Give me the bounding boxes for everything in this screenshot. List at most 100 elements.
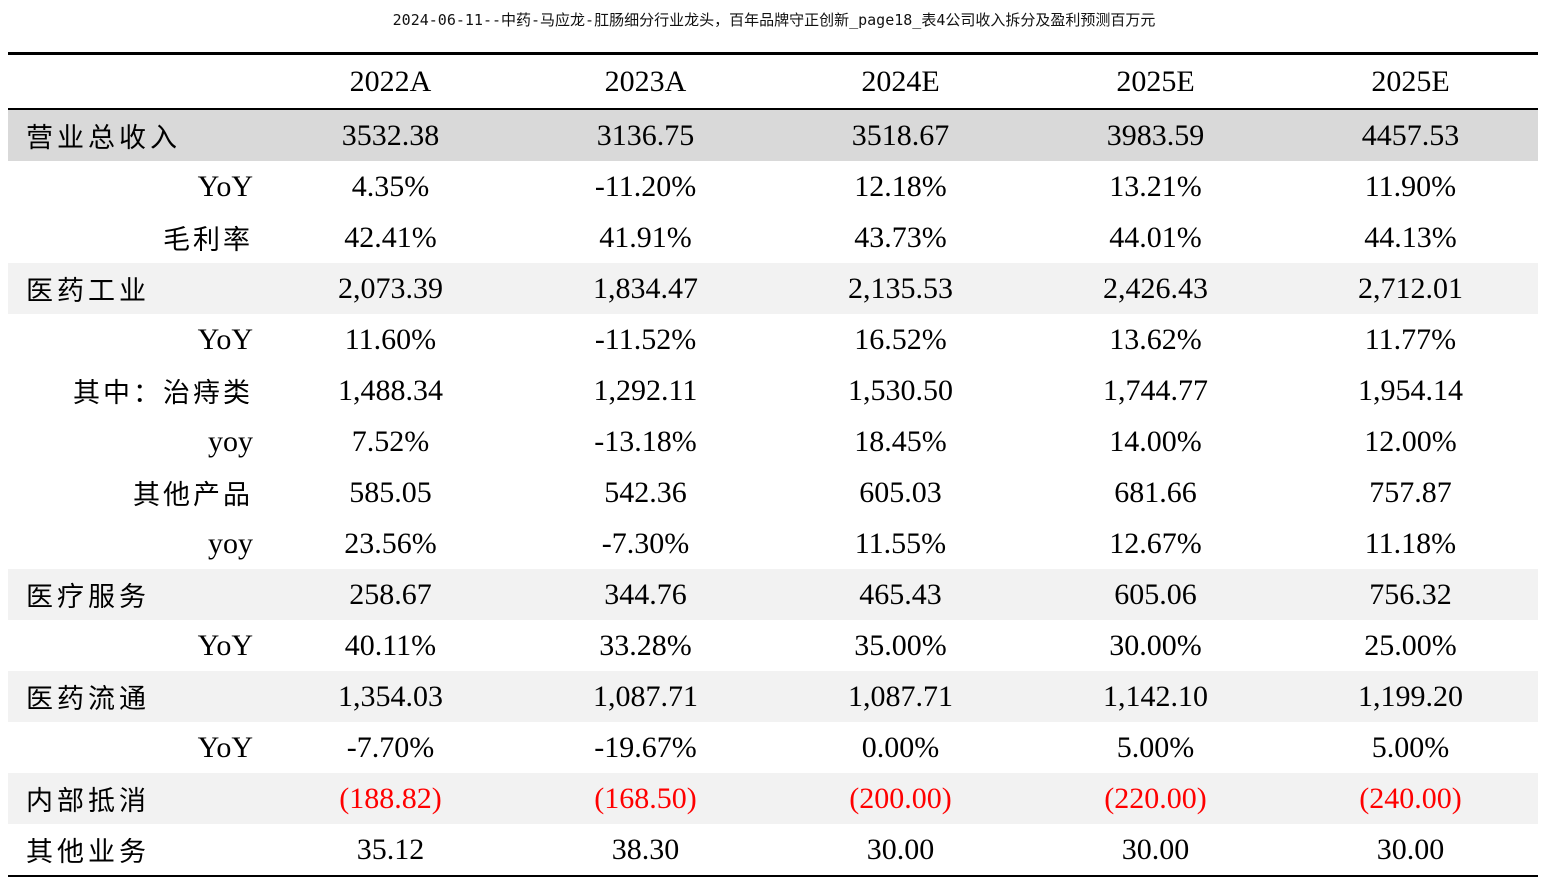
table-cell: 3518.67 <box>851 118 950 152</box>
table-cell: 11.60% <box>344 322 437 356</box>
table-cell: 1,954.14 <box>1358 373 1463 407</box>
table-cell: 681.66 <box>1114 475 1197 509</box>
row-label: 其他业务 <box>26 837 150 868</box>
row-label: 医药工业 <box>26 276 150 307</box>
table-cell: 44.13% <box>1364 220 1457 254</box>
table-row-gross-margin: 毛利率 42.41% 41.91% 43.73% 44.01% 44.13% <box>8 212 1538 263</box>
table-cell-negative: (240.00) <box>1359 781 1462 815</box>
table-cell: 12.67% <box>1109 526 1202 560</box>
table-cell: 4457.53 <box>1361 118 1460 152</box>
row-label: YoY <box>197 169 253 203</box>
table-cell: 12.00% <box>1364 424 1457 458</box>
table-row-pharma-distribution: 医药流通 1,354.03 1,087.71 1,087.71 1,142.10… <box>8 671 1538 722</box>
table-cell: 25.00% <box>1364 628 1457 662</box>
header-year-2025e-second: 2025E <box>1371 64 1450 98</box>
table-cell: 605.03 <box>859 475 942 509</box>
row-label: yoy <box>208 526 253 560</box>
row-label: YoY <box>197 628 253 662</box>
table-cell: 2,073.39 <box>338 271 443 305</box>
table-cell: 2,712.01 <box>1358 271 1463 305</box>
table-cell: 13.62% <box>1109 322 1202 356</box>
table-cell-negative: (220.00) <box>1104 781 1207 815</box>
table-header-row: 2022A 2023A 2024E 2025E 2025E <box>8 55 1538 108</box>
header-year-2025e: 2025E <box>1116 64 1195 98</box>
table-cell: -13.18% <box>594 424 697 458</box>
table-cell: 3136.75 <box>596 118 695 152</box>
row-label: 内部抵消 <box>26 786 150 817</box>
table-row-other-products: 其他产品 585.05 542.36 605.03 681.66 757.87 <box>8 467 1538 518</box>
table-cell: 757.87 <box>1369 475 1452 509</box>
table-cell: 11.55% <box>854 526 947 560</box>
table-cell: 16.52% <box>854 322 947 356</box>
table-cell: 42.41% <box>344 220 437 254</box>
table-cell: 30.00 <box>1121 832 1190 866</box>
table-cell: 11.90% <box>1364 169 1457 203</box>
table-cell: 2,135.53 <box>848 271 953 305</box>
table-cell: 18.45% <box>854 424 947 458</box>
table-row-hemorrhoid-products: 其中：治痔类 1,488.34 1,292.11 1,530.50 1,744.… <box>8 365 1538 416</box>
header-year-2022a: 2022A <box>349 64 432 98</box>
table-cell: 1,199.20 <box>1358 679 1463 713</box>
table-cell: 585.05 <box>349 475 432 509</box>
table-cell-negative: (168.50) <box>594 781 697 815</box>
table-cell: 35.00% <box>854 628 947 662</box>
table-cell: 258.67 <box>349 577 432 611</box>
table-cell: 35.12 <box>356 832 425 866</box>
table-cell: 7.52% <box>351 424 430 458</box>
table-header-rule <box>8 108 1538 110</box>
table-cell: 1,354.03 <box>338 679 443 713</box>
row-label: 营业总收入 <box>26 123 181 154</box>
table-row-total-revenue-yoy: YoY 4.35% -11.20% 12.18% 13.21% 11.90% <box>8 161 1538 212</box>
table-row-other-products-yoy: yoy 23.56% -7.30% 11.55% 12.67% 11.18% <box>8 518 1538 569</box>
table-cell: 542.36 <box>604 475 687 509</box>
table-cell-negative: (200.00) <box>849 781 952 815</box>
table-cell: -11.20% <box>594 169 697 203</box>
table-cell: 1,488.34 <box>338 373 443 407</box>
table-row-internal-elimination: 内部抵消 (188.82) (168.50) (200.00) (220.00)… <box>8 773 1538 824</box>
table-cell: 605.06 <box>1114 577 1197 611</box>
table-cell: 13.21% <box>1109 169 1202 203</box>
table-cell: -7.70% <box>346 730 435 764</box>
table-cell: 5.00% <box>1116 730 1195 764</box>
table-row-pharma-industry-yoy: YoY 11.60% -11.52% 16.52% 13.62% 11.77% <box>8 314 1538 365</box>
table-cell: 3983.59 <box>1106 118 1205 152</box>
table-cell: 1,087.71 <box>848 679 953 713</box>
table-cell: -19.67% <box>594 730 697 764</box>
row-label: 医疗服务 <box>26 582 150 613</box>
table-cell: 0.00% <box>861 730 940 764</box>
row-label: YoY <box>197 322 253 356</box>
table-row-medical-services: 医疗服务 258.67 344.76 465.43 605.06 756.32 <box>8 569 1538 620</box>
table-cell: 30.00 <box>1376 832 1445 866</box>
table-cell: 4.35% <box>351 169 430 203</box>
table-row-total-revenue: 营业总收入 3532.38 3136.75 3518.67 3983.59 44… <box>8 110 1538 161</box>
table-cell: 38.30 <box>611 832 680 866</box>
row-label: 毛利率 <box>163 225 253 256</box>
table-cell: 3532.38 <box>341 118 440 152</box>
table-cell: 5.00% <box>1371 730 1450 764</box>
table-cell: 40.11% <box>344 628 437 662</box>
table-cell: 11.77% <box>1364 322 1457 356</box>
table-cell-negative: (188.82) <box>339 781 442 815</box>
table-cell: 1,292.11 <box>593 373 698 407</box>
table-row-other-business: 其他业务 35.12 38.30 30.00 30.00 30.00 <box>8 824 1538 875</box>
table-cell: 1,744.77 <box>1103 373 1208 407</box>
table-row-hemorrhoid-products-yoy: yoy 7.52% -13.18% 18.45% 14.00% 12.00% <box>8 416 1538 467</box>
table-cell: 11.18% <box>1364 526 1457 560</box>
row-label: 医药流通 <box>26 684 150 715</box>
table-cell: 1,142.10 <box>1103 679 1208 713</box>
header-year-2024e: 2024E <box>861 64 940 98</box>
table-cell: -11.52% <box>594 322 697 356</box>
row-label: YoY <box>197 730 253 764</box>
table-row-pharma-industry: 医药工业 2,073.39 1,834.47 2,135.53 2,426.43… <box>8 263 1538 314</box>
row-label: 其中：治痔类 <box>73 378 253 409</box>
table-top-rule <box>8 52 1538 55</box>
table-cell: 23.56% <box>344 526 437 560</box>
table-bottom-rule <box>8 875 1538 877</box>
table-cell: 1,834.47 <box>593 271 698 305</box>
table-cell: 344.76 <box>604 577 687 611</box>
table-row-pharma-distribution-yoy: YoY -7.70% -19.67% 0.00% 5.00% 5.00% <box>8 722 1538 773</box>
table-row-medical-services-yoy: YoY 40.11% 33.28% 35.00% 30.00% 25.00% <box>8 620 1538 671</box>
row-label: 其他产品 <box>133 480 253 511</box>
table-cell: 44.01% <box>1109 220 1202 254</box>
table-cell: 41.91% <box>599 220 692 254</box>
